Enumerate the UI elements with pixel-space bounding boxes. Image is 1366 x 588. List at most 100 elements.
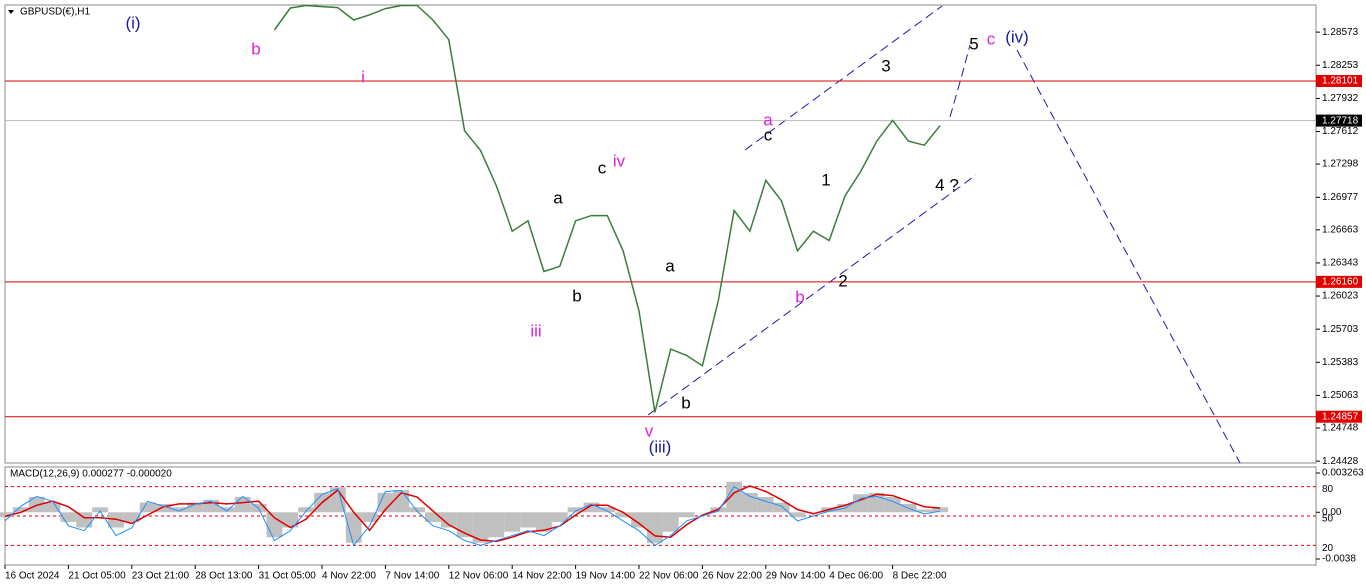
histogram-bar [662,512,679,532]
y2-tick-label: 80 [1322,484,1334,495]
histogram-bar [60,512,77,522]
x-tick-label: 12 Nov 06:00 [449,571,509,582]
wave-label: iii [530,321,541,340]
histogram-bar [646,512,663,543]
price-panel [4,4,1317,464]
trendlines [647,5,1241,464]
wave-label: a [763,110,773,129]
histogram-bar [282,512,299,528]
x-tick-label: 14 Nov 22:00 [512,571,572,582]
histogram-bar [234,497,251,513]
wave-label: b [795,287,804,306]
wave-label: i [361,67,365,86]
histogram-bar [219,507,235,513]
x-tick-label: 16 Oct 2024 [5,571,60,582]
wave-label: c [987,29,996,48]
histogram-bar [853,494,869,513]
y-tick-label: -0.0038 [1322,554,1356,565]
histogram-bar [678,512,695,518]
wave-label: 1 [821,170,830,189]
histogram-bar [488,512,505,538]
y-tick-label: 1.26343 [1322,258,1359,269]
wave-label: a [553,188,563,207]
y-tick-label: 0.003263 [1322,468,1364,479]
histogram-bar [757,497,774,513]
wave-label: 5 [969,34,978,53]
histogram-bar [583,502,600,513]
x-tick-label: 19 Nov 14:00 [576,571,636,582]
level-label: 1.27718 [1322,115,1359,126]
histogram-bar [171,507,188,513]
y-tick-label: 1.26663 [1322,224,1359,235]
histogram-bar [425,512,441,522]
y-tick-label: 1.24428 [1322,456,1359,467]
histogram-bar [187,502,204,513]
x-tick-label: 4 Dec 06:00 [829,571,883,582]
y-tick-label: 1.25063 [1322,390,1359,401]
histogram-bar [76,512,93,528]
y-tick-label: 1.24748 [1322,423,1359,434]
wave-label: 4 ? [935,175,959,194]
histogram-bar [92,507,109,513]
wave-label: c [764,125,773,144]
wave-label: 3 [881,56,890,75]
histogram-bar [631,512,647,528]
wave-label: b [251,39,260,58]
histogram-bar [298,507,315,513]
wave-label: v [645,421,654,440]
x-tick-label: 21 Oct 05:00 [68,571,126,582]
histogram-bar [551,512,568,522]
y-tick-label: 0.00 [1322,507,1342,518]
x-tick-label: 29 Nov 14:00 [766,571,826,582]
x-tick-label: 4 Nov 22:00 [322,571,376,582]
x-tick-label: 23 Oct 21:00 [132,571,190,582]
y2-tick-label: 20 [1322,543,1334,554]
wave-label: (iii) [649,437,672,456]
histogram-bar [12,507,29,513]
projection [949,44,971,118]
x-tick-label: 31 Oct 05:00 [259,571,317,582]
histogram-bar [567,507,584,513]
histogram-bar [44,502,61,513]
projection-down [1016,49,1241,464]
x-tick-label: 22 Nov 06:00 [639,571,699,582]
histogram-bar [773,502,790,513]
signal-line [4,485,941,543]
histogram-bar [139,502,156,513]
histogram-bar [472,512,489,543]
macd-title: MACD(12,26,9) 0.000277 -0.000020 [10,469,172,480]
histogram-bar [440,512,457,528]
y-tick-label: 1.25383 [1322,357,1359,368]
y-tick-label: 1.25703 [1322,324,1359,335]
menu-arrow [8,10,14,14]
y-tick-label: 1.27932 [1322,93,1359,104]
histogram-bar [884,497,901,513]
histogram-bar [377,492,394,513]
histogram-bar [615,512,632,518]
histogram-bar [536,512,552,532]
histogram-bar [155,503,172,513]
y-tick-label: 1.26977 [1322,192,1359,203]
wave-label: 2 [838,271,847,290]
wave-label: b [681,393,690,412]
y-tick-label: 1.28253 [1322,60,1359,71]
oscillator-line [4,485,941,547]
histogram-bar [742,492,758,513]
level-label: 1.24857 [1322,411,1359,422]
y-tick-label: 1.28573 [1322,27,1359,38]
wave-label: iv [613,151,626,170]
histogram-bar [0,512,13,518]
x-tick-label: 28 Oct 13:00 [195,571,253,582]
channel-top [744,5,943,151]
histogram-bar [916,509,933,513]
histogram-bar [409,507,426,513]
histogram-bar [520,512,536,528]
y-tick-label: 1.26023 [1322,291,1359,302]
x-tick-label: 7 Nov 14:00 [385,571,439,582]
y2-tick-label: 50 [1322,514,1334,525]
level-label: 1.26160 [1322,277,1359,288]
channel-bottom [647,174,977,416]
wave-label: (i) [125,13,140,32]
histogram-bar [789,512,806,518]
y-tick-label: 1.27612 [1322,126,1359,137]
